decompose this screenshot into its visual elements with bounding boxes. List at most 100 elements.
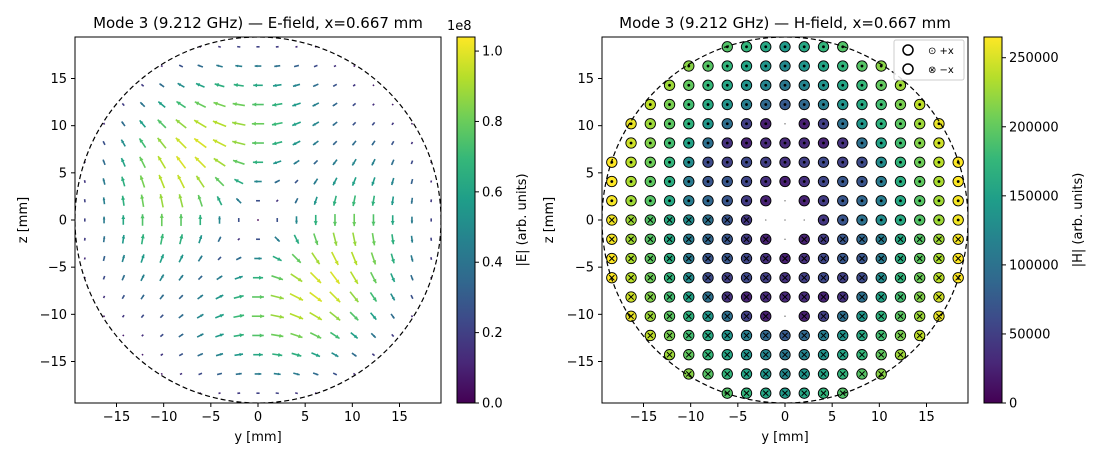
e-field-arrow: [214, 313, 225, 319]
e-field-arrow: [332, 159, 338, 166]
e-field-arrow: [270, 294, 284, 300]
legend-plus-marker: [902, 44, 914, 56]
h-field-marker: [875, 137, 887, 149]
e-field-arrow: [274, 64, 281, 68]
h-field-marker: [740, 291, 753, 303]
e-field-arrow: [138, 138, 147, 149]
h-field-marker: [721, 368, 733, 380]
e-field-arrow: [291, 352, 302, 357]
e-ytick-label: −10: [40, 308, 67, 323]
e-field-arrow: [350, 331, 359, 339]
e-field-arrow: [159, 233, 165, 245]
e-field-arrow: [352, 213, 357, 227]
e-field-arrow: [178, 333, 184, 338]
e-field-arrow: [292, 102, 301, 107]
h-field-marker: [760, 137, 772, 149]
h-field-marker: [837, 98, 849, 111]
e-field-arrow: [235, 64, 243, 68]
h-field-marker: [894, 79, 907, 91]
e-field-arrow: [234, 352, 244, 357]
h-field-marker: [721, 60, 733, 72]
h-field-marker: [663, 329, 676, 342]
e-field-arrow: [410, 216, 414, 224]
h-field-marker: [702, 214, 714, 226]
e-field-arrow: [175, 137, 187, 149]
h-field-marker: [663, 310, 676, 322]
e-field-arrow: [102, 275, 106, 280]
e-field-arrow: [309, 291, 323, 303]
e-field-arrow: [272, 141, 283, 146]
e-field-arrow: [159, 294, 165, 300]
e-field-arrow: [276, 218, 279, 222]
e-field-arrows: [83, 45, 433, 395]
e-field-arrow: [351, 158, 357, 166]
e-field-arrow: [214, 176, 225, 187]
h-ytick-label: −5: [575, 261, 594, 276]
h-field-marker: [894, 137, 907, 149]
e-field-arrow: [313, 64, 318, 68]
e-field-arrow: [157, 155, 167, 169]
h-field-marker: [952, 214, 964, 226]
e-field-arrow: [332, 232, 338, 246]
h-field-marker: [721, 329, 733, 342]
e-field-arrow: [293, 64, 300, 68]
e-field-arrow: [197, 194, 203, 207]
e-ctick-label: 1.0: [482, 45, 503, 60]
e-field-arrow: [232, 102, 245, 107]
h-field-marker: [894, 214, 907, 226]
h-field-marker: [721, 272, 733, 284]
h-ctick-label: 50000: [1009, 327, 1050, 342]
legend-minus-label: ⊗ −x: [928, 65, 954, 76]
h-field-marker: [894, 310, 907, 322]
e-field-arrow: [121, 294, 126, 300]
h-field-marker: [702, 272, 714, 284]
e-field-arrow: [231, 121, 246, 126]
h-field-marker: [914, 98, 926, 111]
h-field-marker: [798, 329, 810, 342]
h-field-marker: [817, 60, 830, 72]
e-field-arrow: [253, 83, 263, 88]
e-field-arrow: [212, 120, 227, 128]
h-field-marker: [798, 291, 810, 303]
h-field-marker: [606, 195, 618, 207]
e-field-arrow: [141, 334, 144, 337]
h-field-marker: [798, 98, 810, 111]
h-field-marker: [760, 60, 772, 72]
e-field-arrow: [350, 251, 358, 266]
h-field-marker: [784, 122, 786, 125]
e-field-arrow: [159, 213, 164, 227]
e-ctick-label: 0.8: [482, 115, 503, 130]
e-field-arrow: [292, 140, 301, 146]
h-field-marker: [798, 272, 810, 284]
e-field-arrow: [237, 237, 241, 241]
e-field-arrow: [275, 392, 279, 395]
h-field-marker: [702, 79, 714, 91]
e-field-arrow: [270, 314, 285, 319]
e-field-arrow: [275, 45, 279, 48]
h-field-marker: [702, 329, 714, 342]
h-field-marker: [683, 195, 695, 207]
e-field-arrow: [102, 236, 106, 243]
h-field-marker: [625, 118, 637, 130]
h-field-marker: [721, 349, 733, 361]
e-field-arrow: [235, 256, 242, 261]
h-field-marker: [894, 98, 907, 111]
e-field-arrow: [256, 46, 260, 48]
h-field-marker: [817, 349, 830, 361]
e-field-arrow: [140, 294, 145, 300]
e-field-arrow: [216, 64, 223, 68]
h-field-marker: [875, 214, 887, 226]
e-field-arrow: [215, 333, 224, 338]
h-field-marker: [856, 252, 868, 265]
h-field-marker: [952, 252, 964, 265]
h-field-marker: [952, 175, 964, 188]
e-field-arrow: [293, 372, 300, 376]
e-field-arrow: [159, 274, 165, 282]
e-xtick-label: 15: [391, 410, 408, 425]
e-field-arrow: [295, 216, 298, 224]
e-field-arrow: [196, 333, 204, 338]
e-field-arrow: [160, 64, 164, 68]
h-field-marker: [856, 368, 868, 380]
h-field-marker: [817, 329, 830, 342]
